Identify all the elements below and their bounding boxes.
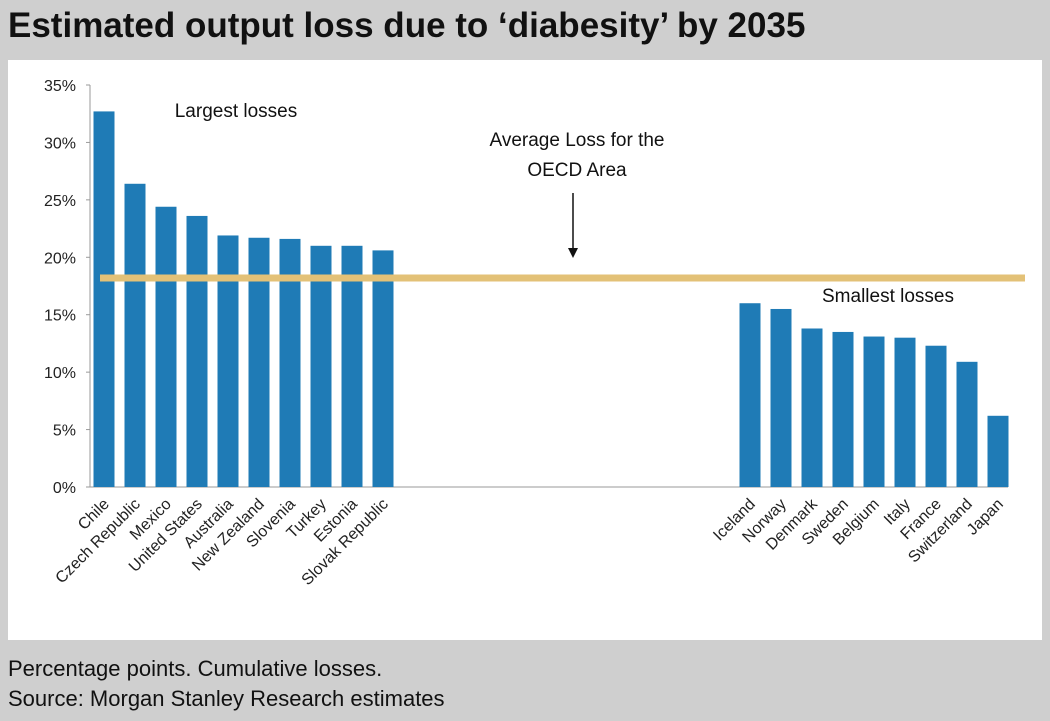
y-tick-label: 30% [44, 135, 76, 152]
bar [956, 361, 978, 487]
y-tick-label: 10% [44, 365, 76, 382]
bar [341, 245, 363, 487]
bar [832, 331, 854, 487]
bar [894, 337, 916, 487]
bar [801, 328, 823, 487]
bar [925, 345, 947, 487]
bar [217, 235, 239, 487]
average-label-line2: OECD Area [527, 160, 627, 181]
bar [124, 183, 146, 487]
y-tick-label: 20% [44, 250, 76, 267]
bar [863, 336, 885, 487]
annotations: Largest losses Smallest losses Average Los… [100, 101, 1025, 307]
bar [155, 206, 177, 487]
y-tick-label: 25% [44, 193, 76, 210]
bar [770, 308, 792, 487]
bar [372, 250, 394, 487]
bar [987, 415, 1009, 487]
source-note: Source: Morgan Stanley Research estimate… [8, 686, 445, 711]
footnote: Percentage points. Cumulative losses. [8, 656, 383, 681]
bar [93, 111, 115, 487]
y-tick-label: 35% [44, 78, 76, 95]
bar [186, 215, 208, 488]
bars [93, 111, 1009, 488]
chart-title: Estimated output loss due to ‘diabesity’… [8, 6, 806, 45]
group-label-largest: Largest losses [175, 101, 298, 122]
y-tick-label: 15% [44, 308, 76, 325]
y-axis: 0% 5% 10% 15% 20% 25% 30% 35% [44, 78, 1008, 497]
bar [310, 245, 332, 487]
average-arrow-head [568, 248, 578, 258]
group-label-smallest: Smallest losses [822, 286, 954, 307]
y-tick-label: 0% [53, 480, 76, 497]
x-tick-label: Japan [964, 496, 1007, 539]
bar [739, 303, 761, 487]
bar [279, 238, 301, 487]
y-tick-label: 5% [53, 423, 76, 440]
bar [248, 237, 270, 487]
chart-panel: 0% 5% 10% 15% 20% 25% 30% 35% Chile Czech Republ… [8, 60, 1042, 640]
average-label-line1: Average Loss for the [490, 130, 665, 151]
